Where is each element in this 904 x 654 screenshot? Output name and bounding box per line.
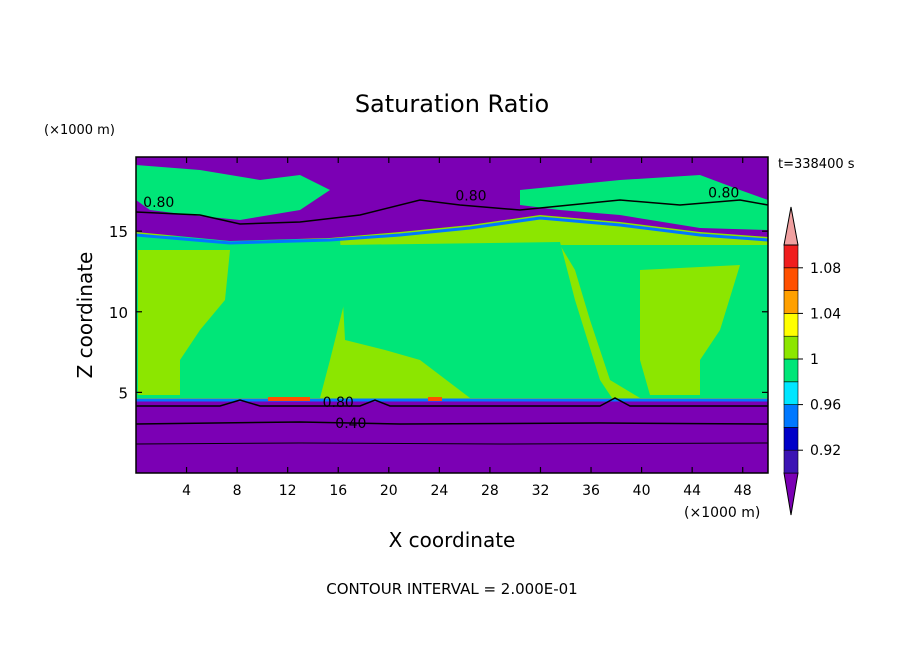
colorbar-tick-label: 1.08 xyxy=(810,261,841,277)
colorbar-swatch xyxy=(783,267,799,291)
colorbar-swatch xyxy=(783,427,799,451)
colorbar-swatch xyxy=(783,313,799,337)
colorbar-tick-label: 0.92 xyxy=(810,443,841,459)
moist-region-right-inner xyxy=(640,265,740,395)
contour-label: 0.80 xyxy=(323,395,354,411)
plot-area xyxy=(135,156,769,474)
contour-labels: 0.80 0.80 0.80 0.80 0.40 xyxy=(143,185,739,432)
colorbar-swatch xyxy=(783,404,799,428)
x-unit-label: (×1000 m) xyxy=(684,505,760,521)
moist-region-left-inner xyxy=(138,250,230,395)
colorbar-lower-triangle xyxy=(783,472,799,516)
contour-line-upper xyxy=(136,199,768,225)
colorbar-swatch xyxy=(783,381,799,405)
colorbar-upper-triangle xyxy=(783,206,799,246)
x-tick-label: 20 xyxy=(380,483,398,499)
colorbar-swatch xyxy=(783,449,799,474)
supersaturation-spot-2 xyxy=(428,397,442,401)
contour-line-lower-2 xyxy=(136,421,768,425)
contour-line-lower-1 xyxy=(136,397,768,407)
x-tick-label: 48 xyxy=(734,483,752,499)
plot-frame xyxy=(135,156,769,474)
x-tick-label: 40 xyxy=(633,483,651,499)
x-tick-label: 12 xyxy=(279,483,297,499)
x-tick-label: 8 xyxy=(233,483,242,499)
colorbar-tick-label: 1.04 xyxy=(810,306,841,322)
lower-boundary-layer xyxy=(136,400,768,473)
colorbar-tick-label: 0.96 xyxy=(810,398,841,414)
y-unit-label: (×1000 m) xyxy=(44,123,115,138)
y-tick-label: 15 xyxy=(109,223,128,241)
x-tick-label: 16 xyxy=(329,483,347,499)
contour-label: 0.80 xyxy=(143,195,174,211)
y-tick-label: 5 xyxy=(118,384,128,402)
moist-region-center xyxy=(340,242,612,398)
contour-interval-note: CONTOUR INTERVAL = 2.000E-01 xyxy=(326,580,577,598)
contour-line-lower-3 xyxy=(136,442,768,445)
moist-boundary-upper xyxy=(136,216,768,245)
y-axis-ticks: 5 10 15 xyxy=(109,223,768,402)
colorbar-swatch xyxy=(783,244,799,269)
supersaturation-spot-1 xyxy=(268,397,310,401)
x-tick-label: 44 xyxy=(683,483,701,499)
colorbar xyxy=(783,206,799,516)
time-label: t=338400 s xyxy=(778,157,855,172)
y-axis-label: Z coordinate xyxy=(73,252,97,379)
upper-moist-band xyxy=(136,165,330,220)
colorbar-tick-label: 1 xyxy=(810,352,819,368)
chart-title: Saturation Ratio xyxy=(355,90,549,118)
x-tick-label: 28 xyxy=(481,483,499,499)
contour-label: 0.80 xyxy=(455,189,486,205)
x-axis-ticks: 4 8 12 16 20 24 28 32 36 40 44 48 xyxy=(182,157,752,499)
colorbar-swatch xyxy=(783,335,799,360)
x-tick-label: 4 xyxy=(182,483,191,499)
colorbar-swatch xyxy=(783,290,799,314)
contour-label: 0.40 xyxy=(335,416,366,432)
contour-label: 0.80 xyxy=(708,185,739,201)
x-tick-label: 36 xyxy=(582,483,600,499)
x-tick-label: 32 xyxy=(532,483,550,499)
colorbar-tick-labels: 0.92 0.96 1 1.04 1.08 xyxy=(798,261,841,459)
x-tick-label: 24 xyxy=(430,483,448,499)
y-tick-label: 10 xyxy=(109,304,128,322)
x-axis-label: X coordinate xyxy=(389,528,516,552)
colorbar-swatch xyxy=(783,358,799,383)
